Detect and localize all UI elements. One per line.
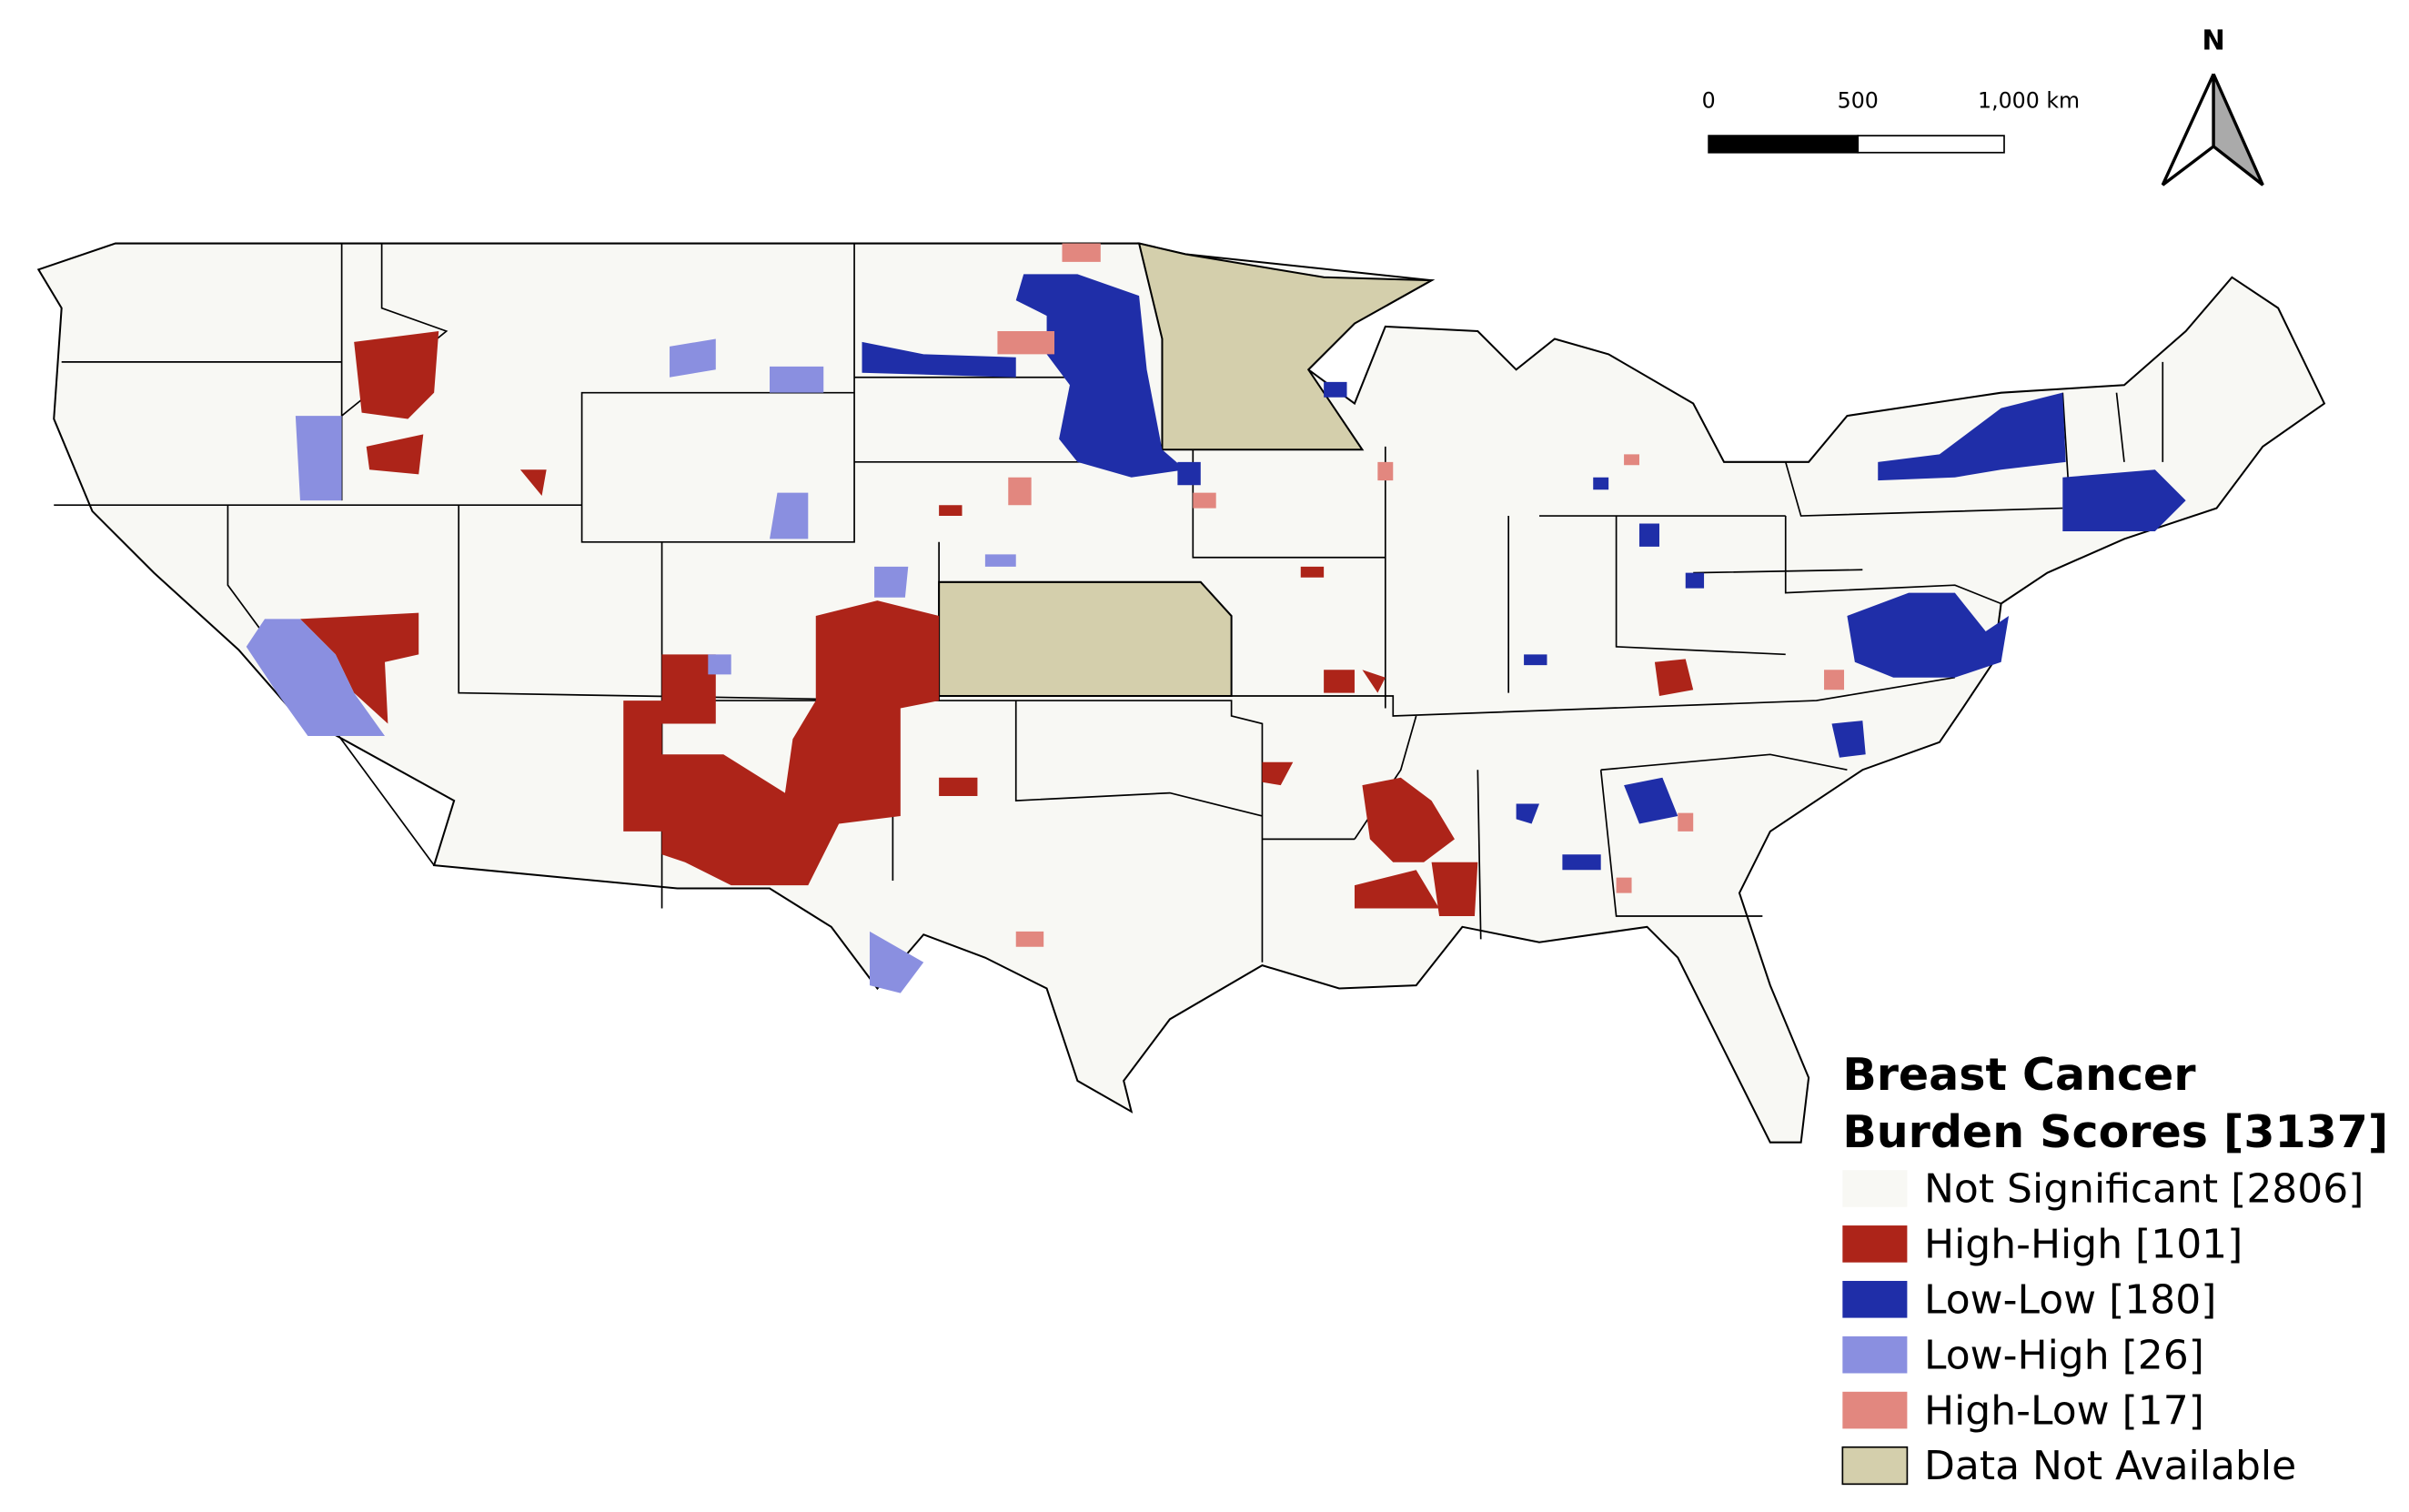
legend-label: High-Low [17]: [1924, 1387, 2204, 1434]
north-label: N: [2202, 25, 2224, 56]
cluster: [299, 612, 419, 724]
scale-segment: [1708, 135, 1860, 154]
scale-bar: 0 500 1,000 km: [1702, 88, 2080, 154]
scale-segment: [1857, 135, 2005, 154]
cluster: [354, 331, 547, 497]
legend-title: Burden Scores [3137]: [1842, 1105, 2388, 1158]
clusters: [246, 243, 2186, 993]
arrow-half: [2212, 73, 2264, 186]
legend-swatch: [1842, 1225, 1908, 1263]
cluster: [862, 274, 1185, 478]
scale-label: 0: [1702, 88, 1716, 114]
minnesota: [1137, 242, 1436, 451]
legend-label: Not Significant [2806]: [1924, 1166, 2364, 1213]
legend: Breast Cancer Burden Scores [3137] Not S…: [1841, 1048, 2388, 1489]
kansas: [938, 580, 1233, 698]
map-layer: [36, 242, 2326, 1144]
arrow-half: [2161, 73, 2215, 186]
cluster: [623, 600, 940, 886]
scale-label: 1,000 km: [1978, 88, 2080, 114]
legend-label: High-High [101]: [1924, 1222, 2243, 1268]
legend-title: Breast Cancer: [1842, 1048, 2196, 1101]
legend-swatch: [1842, 1336, 1908, 1374]
legend-label: Low-Low [180]: [1924, 1277, 2216, 1324]
legend-label: Data Not Available: [1924, 1443, 2296, 1489]
legend-swatch: [1841, 1446, 1909, 1486]
legend-swatch: [1842, 1280, 1908, 1318]
legend-swatch: [1842, 1170, 1908, 1207]
scale-label: 500: [1838, 88, 1879, 114]
legend-swatch: [1842, 1391, 1908, 1429]
legend-label: Low-High [26]: [1924, 1332, 2204, 1378]
north-arrow: N: [2161, 25, 2264, 186]
